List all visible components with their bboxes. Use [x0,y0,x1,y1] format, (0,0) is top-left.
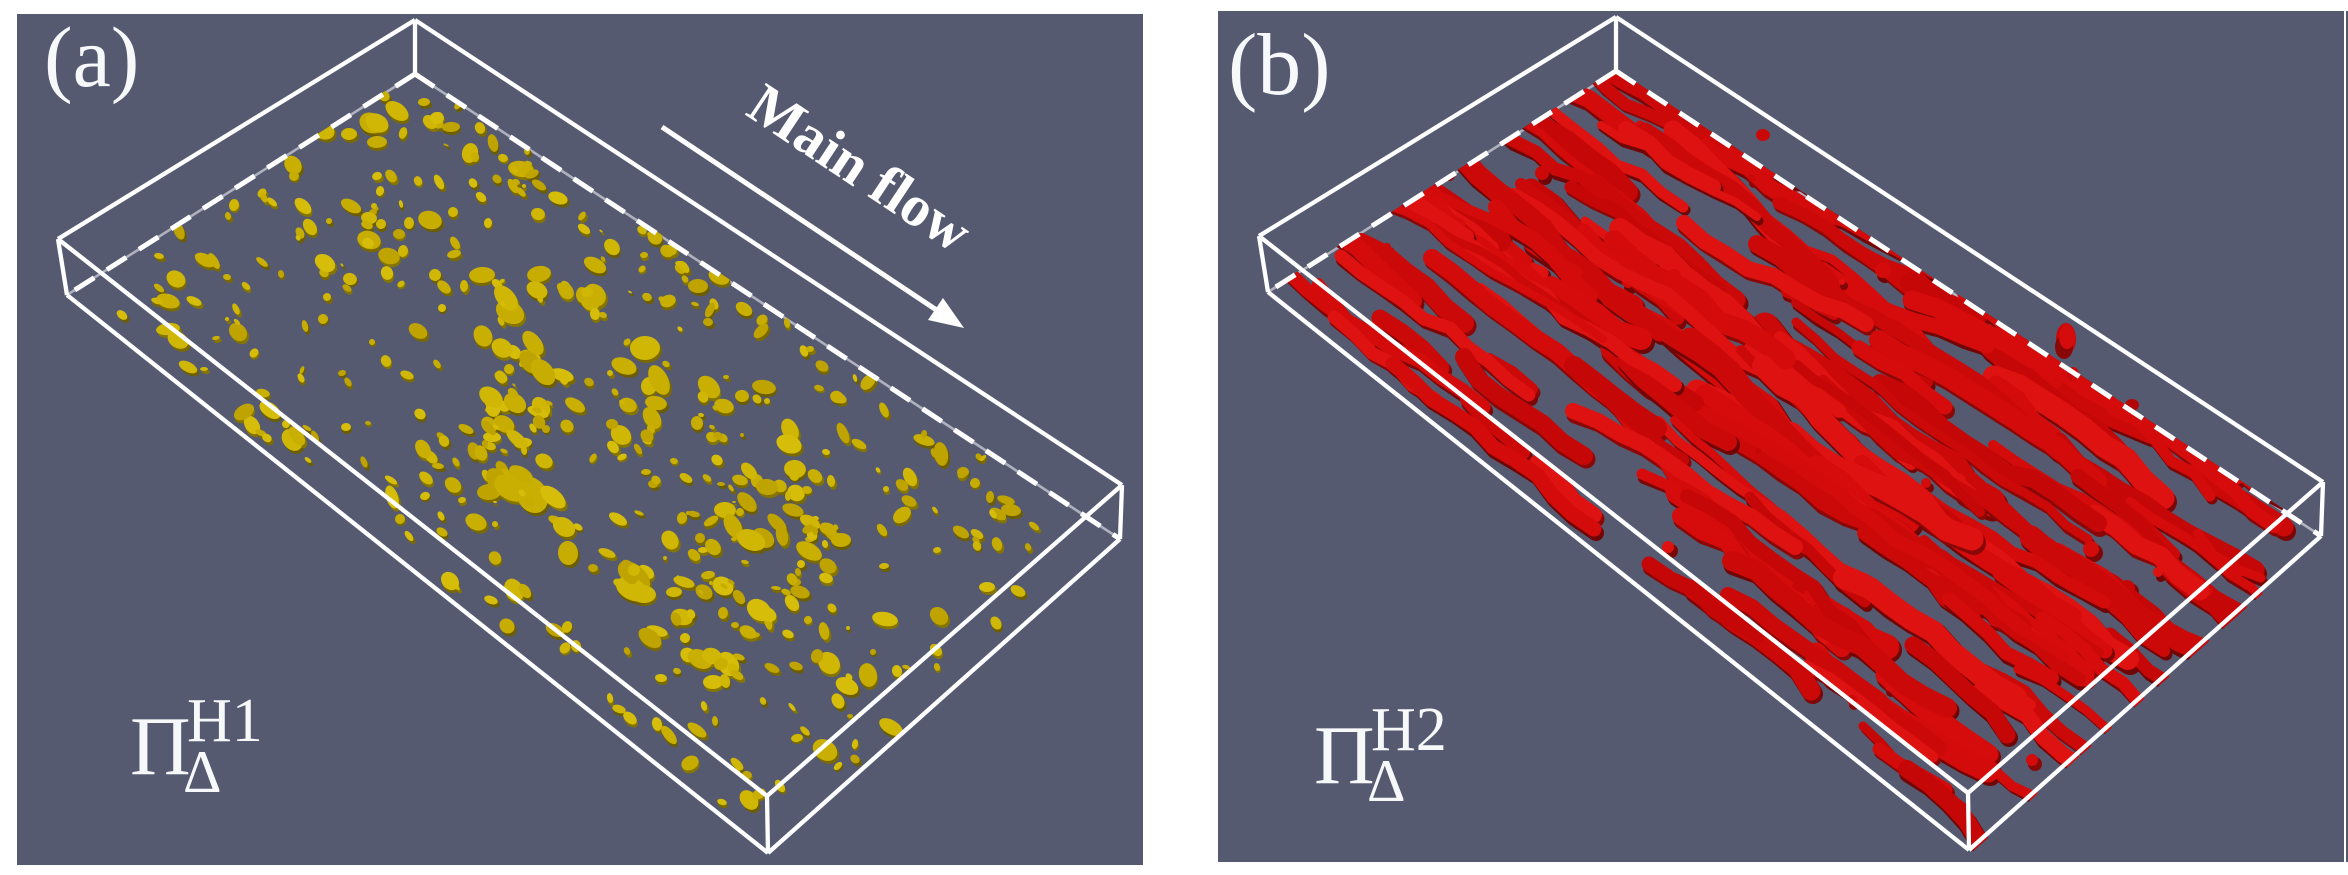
svg-text:Π: Π [1314,709,1375,802]
svg-text:Main flow: Main flow [737,71,984,265]
svg-text:H1: H1 [187,687,263,755]
svg-text:H2: H2 [1371,696,1447,764]
svg-text:Π: Π [130,700,191,793]
svg-text:(a): (a) [44,14,139,105]
svg-text:Δ: Δ [183,739,222,805]
svg-text:Δ: Δ [1367,748,1406,814]
svg-text:(b): (b) [1228,17,1331,114]
